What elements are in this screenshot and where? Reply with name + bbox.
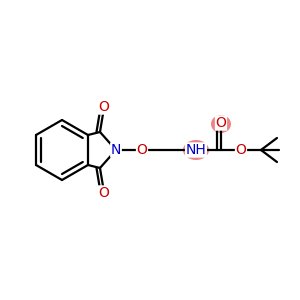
Text: O: O (98, 186, 110, 200)
Text: O: O (136, 143, 147, 157)
Text: O: O (98, 100, 110, 114)
Ellipse shape (183, 140, 209, 160)
Text: NH: NH (186, 143, 206, 157)
Text: O: O (236, 143, 246, 157)
Text: N: N (111, 143, 121, 157)
Ellipse shape (211, 115, 231, 133)
Text: O: O (215, 116, 226, 130)
